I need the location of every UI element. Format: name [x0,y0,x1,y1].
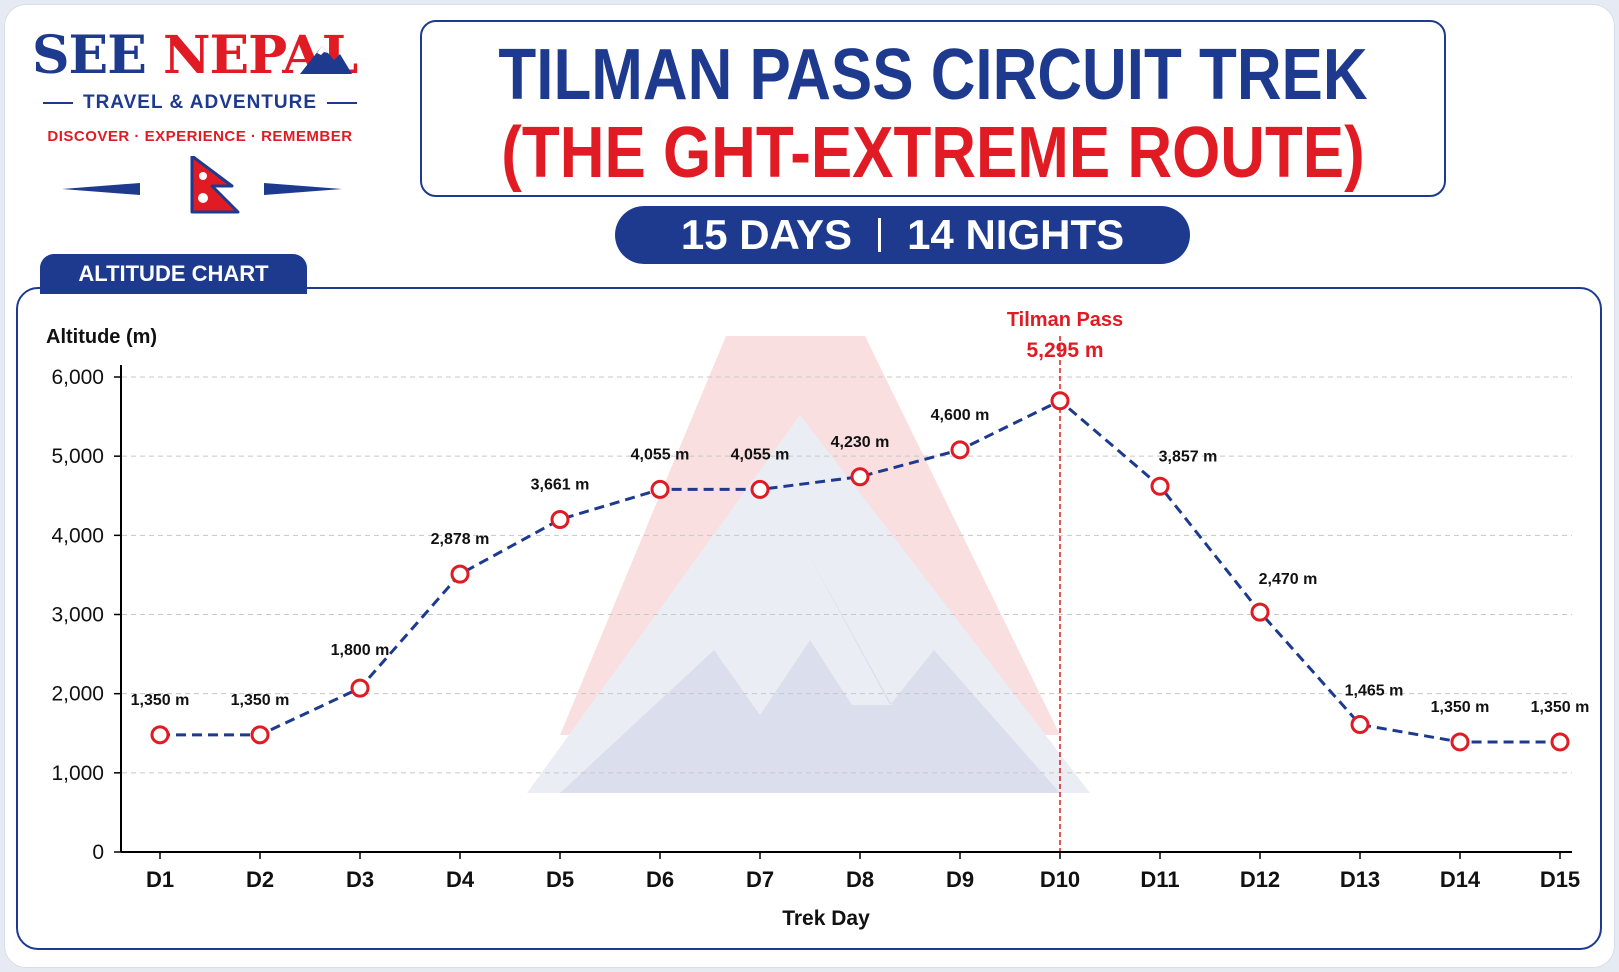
x-tick-label: D1 [146,867,174,892]
x-axis-title: Trek Day [782,907,870,930]
data-label: 4,230 m [831,434,890,451]
data-label: 4,055 m [731,446,790,463]
peak-label-name: Tilman Pass [1007,309,1123,331]
data-point [1350,715,1370,735]
data-label: 1,350 m [231,692,290,709]
page-title: TILMAN PASS CIRCUIT TREK [498,35,1368,115]
data-point [750,479,770,499]
logo-tagline: DISCOVER · EXPERIENCE · REMEMBER [47,128,353,145]
divider [42,102,73,104]
x-tick-label: D15 [1540,867,1580,892]
duration-badge: 15 DAYS 14 NIGHTS [615,206,1190,264]
mountain-watermark [527,336,1090,793]
x-tick-label: D9 [946,867,974,892]
data-point [450,564,470,584]
data-label: 1,350 m [1531,699,1590,716]
mountain-peak-icon [300,46,352,74]
logo-subtitle-text: TRAVEL & ADVENTURE [82,92,318,113]
data-point [1250,602,1270,622]
data-point [1050,391,1070,411]
y-tick-label: 2,000 [51,683,104,706]
section-tab-altitude-chart: ALTITUDE CHART [40,254,307,294]
data-label: 3,661 m [531,477,590,494]
x-tick-label: D12 [1240,867,1280,892]
page-subtitle: (THE GHT-EXTREME ROUTE) [501,113,1365,193]
y-tick-label: 1,000 [51,762,104,785]
data-label: 2,470 m [1259,571,1318,588]
data-point [850,467,870,487]
data-point [950,440,970,460]
data-point [350,678,370,698]
x-tick-label: D3 [346,867,374,892]
data-label: 1,350 m [1431,699,1490,716]
logo-subtitle: TRAVEL & ADVENTURE [32,92,368,114]
y-tick-label: 4,000 [51,524,104,547]
brand-logo: SEE NEPAL TRAVEL & ADVENTURE DISCOVER · … [32,26,372,216]
x-tick-label: D10 [1040,867,1080,892]
x-tick-label: D7 [746,867,774,892]
data-label: 3,857 m [1159,448,1218,465]
duration-nights: 14 NIGHTS [907,211,1125,258]
data-label: 4,600 m [931,407,990,424]
data-label: 1,465 m [1345,683,1404,700]
logo-word-see: SEE [32,25,147,86]
y-tick-label: 0 [92,841,104,864]
data-point [650,479,670,499]
data-point [250,725,270,745]
x-tick-label: D2 [246,867,274,892]
x-tick-label: D4 [446,867,475,892]
data-label: 1,800 m [331,642,390,659]
altitude-series-line [160,398,1560,744]
x-tick-label: D14 [1440,867,1481,892]
data-point [1450,732,1470,752]
x-tick-label: D13 [1340,867,1380,892]
x-tick-label: D8 [846,867,874,892]
data-point [550,510,570,529]
divider [327,102,358,104]
x-tick-label: D6 [646,867,674,892]
x-tick-label: D11 [1140,867,1179,892]
nepal-flag-icon [62,156,342,214]
x-tick-label: D5 [546,867,574,892]
y-tick-label: 5,000 [51,445,104,468]
y-tick-label: 6,000 [51,366,104,389]
title-box: TILMAN PASS CIRCUIT TREK (THE GHT-EXTREM… [420,20,1446,197]
data-point [1150,476,1170,496]
data-label: 2,878 m [431,531,490,548]
data-label: 4,055 m [631,446,690,463]
duration-days: 15 DAYS [680,211,853,258]
data-point [1550,732,1570,752]
data-point [150,725,170,745]
y-axis-title: Altitude (m) [46,326,157,348]
data-label: 1,350 m [131,692,190,709]
peak-label-value: 5,295 m [1026,339,1103,362]
y-tick-label: 3,000 [51,604,104,627]
divider [878,218,882,252]
